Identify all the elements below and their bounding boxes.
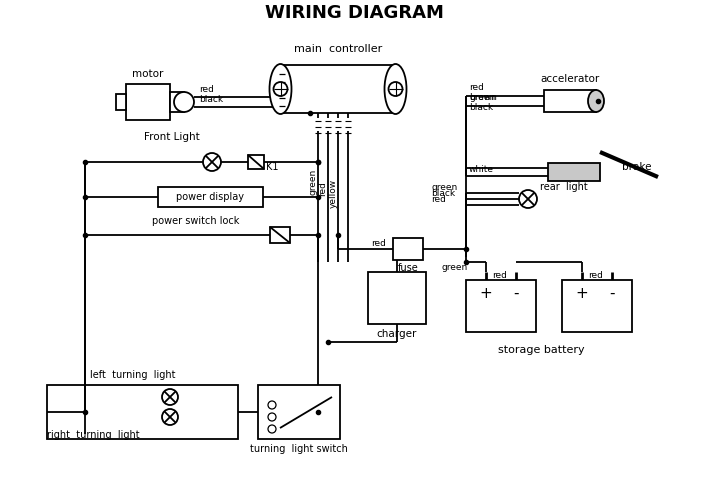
Circle shape [389,82,403,96]
Bar [280,65,396,113]
Text: red: red [319,181,328,196]
Text: power switch lock: power switch lock [152,216,239,226]
Text: +: + [479,285,492,301]
Bar [544,90,596,112]
Text: storage battery: storage battery [498,345,584,355]
Text: accelerator: accelerator [540,74,600,84]
Text: red: red [431,194,446,203]
Circle shape [203,153,221,171]
Ellipse shape [270,64,292,114]
Text: green: green [309,169,317,195]
Bar [548,163,600,181]
Text: WIRING DIAGRAM: WIRING DIAGRAM [265,4,443,22]
Bar [126,84,170,120]
Text: -: - [513,285,519,301]
Text: rear  light: rear light [540,182,588,192]
Bar [47,385,238,439]
Bar [466,280,536,332]
Text: red: red [469,83,484,92]
Text: power display: power display [176,192,244,202]
Text: charger: charger [377,329,417,339]
Text: brake: brake [622,162,651,172]
Circle shape [174,92,194,112]
Text: green: green [431,182,457,191]
Bar [170,92,184,112]
Text: black: black [469,103,493,112]
Bar [368,272,426,324]
Text: green: green [441,262,467,271]
Circle shape [519,190,537,208]
Text: motor: motor [132,69,164,79]
Bar [270,227,290,243]
Text: red: red [492,270,507,279]
Text: +: + [575,285,588,301]
Bar [157,187,263,207]
Text: red: red [199,85,214,94]
Bar [248,155,264,169]
Text: fuse: fuse [398,263,418,273]
Text: red: red [588,270,603,279]
Text: Front Light: Front Light [144,132,200,142]
Text: K1: K1 [266,162,278,172]
Circle shape [162,409,178,425]
Text: right  turning  light: right turning light [47,430,139,440]
Text: black: black [431,188,455,197]
Bar [393,238,423,260]
Bar [258,385,340,439]
Text: main  controller: main controller [294,44,382,54]
Text: red: red [371,240,386,248]
Bar [116,94,126,110]
Text: -: - [610,285,615,301]
Text: yellow: yellow [329,178,338,208]
Text: white: white [469,165,494,173]
Text: turning  light switch: turning light switch [250,444,348,454]
Circle shape [273,82,287,96]
Text: brown: brown [469,93,497,102]
Text: green: green [469,93,496,102]
Text: black: black [199,95,223,104]
Ellipse shape [588,90,604,112]
Bar [562,280,632,332]
Text: left  turning  light: left turning light [90,370,176,380]
Circle shape [162,389,178,405]
Ellipse shape [384,64,406,114]
